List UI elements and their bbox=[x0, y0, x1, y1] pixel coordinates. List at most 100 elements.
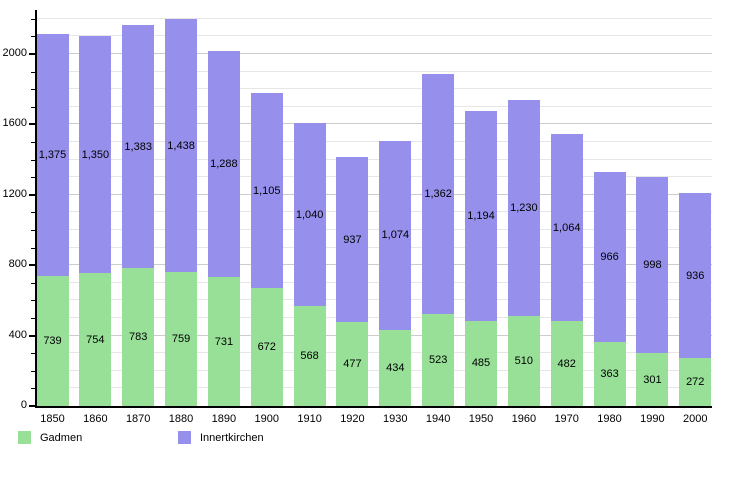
bar-segment-innertkirchen-1980: 966 bbox=[593, 172, 626, 343]
bar-value-label: 363 bbox=[600, 368, 619, 381]
y-axis-minor-tick bbox=[31, 71, 35, 73]
gridline bbox=[37, 35, 712, 37]
gridline bbox=[37, 158, 712, 160]
y-axis-minor-tick bbox=[31, 230, 35, 231]
bar-value-label: 1,230 bbox=[510, 202, 538, 215]
gridline bbox=[37, 334, 712, 336]
bar-value-label: 485 bbox=[471, 357, 491, 370]
bar-value-label: 739 bbox=[43, 334, 62, 347]
gridline bbox=[37, 17, 712, 19]
bar-segment-innertkirchen-1970: 1,064 bbox=[550, 133, 583, 322]
bar-segment-gadmen-1940: 523 bbox=[422, 313, 455, 406]
y-axis-tick bbox=[29, 53, 35, 55]
bar-value-label: 1,350 bbox=[81, 148, 110, 161]
bar-value-label: 1,438 bbox=[167, 139, 195, 152]
bar-segment-gadmen-1870: 783 bbox=[122, 268, 155, 406]
bar-segment-innertkirchen-1850: 1,375 bbox=[36, 33, 69, 276]
bar-segment-gadmen-1920: 477 bbox=[336, 322, 369, 406]
bar-value-label: 523 bbox=[428, 353, 448, 366]
bar-segment-gadmen-1850: 739 bbox=[36, 275, 69, 406]
y-tick-label: 0 bbox=[20, 399, 27, 411]
x-axis-label: 1930 bbox=[383, 413, 408, 425]
bar-segment-innertkirchen-1880: 1,438 bbox=[165, 19, 198, 273]
y-tick-label: 800 bbox=[8, 258, 27, 271]
gridline bbox=[37, 369, 712, 371]
bar-value-label: 759 bbox=[171, 333, 191, 346]
x-axis-label: 1960 bbox=[511, 413, 537, 425]
gridline bbox=[37, 387, 712, 389]
x-axis-label: 1920 bbox=[340, 413, 365, 425]
bar-segment-innertkirchen-1940: 1,362 bbox=[422, 74, 455, 314]
legend-item-gadmen: Gadmen bbox=[18, 431, 82, 444]
bar-segment-gadmen-1970: 482 bbox=[550, 321, 583, 406]
x-axis-label: 1870 bbox=[125, 413, 151, 425]
gridline bbox=[37, 70, 712, 72]
gridline bbox=[37, 53, 712, 54]
bar-segment-gadmen-1960: 510 bbox=[507, 316, 540, 406]
gridline bbox=[37, 105, 712, 107]
bar-value-label: 477 bbox=[343, 358, 362, 371]
bar-value-label: 434 bbox=[386, 361, 405, 374]
y-tick-label: 1200 bbox=[2, 187, 27, 200]
y-axis-minor-tick bbox=[31, 177, 35, 179]
bar-value-label: 998 bbox=[643, 259, 662, 272]
legend-item-innertkirchen: Innertkirchen bbox=[178, 431, 264, 444]
bar-segment-gadmen-1890: 731 bbox=[207, 277, 240, 406]
x-axis-label: 2000 bbox=[683, 413, 708, 425]
bar-segment-innertkirchen-1990: 998 bbox=[636, 177, 669, 354]
y-axis-minor-tick bbox=[31, 142, 35, 143]
legend-label-innertkirchen: Innertkirchen bbox=[200, 431, 264, 444]
bar-segment-innertkirchen-1900: 1,105 bbox=[250, 93, 283, 288]
bar-segment-innertkirchen-1890: 1,288 bbox=[207, 50, 240, 278]
legend-swatch-gadmen bbox=[18, 431, 31, 444]
bar-segment-gadmen-1880: 759 bbox=[165, 272, 198, 406]
x-axis-label: 1900 bbox=[254, 413, 279, 425]
bar-value-label: 1,064 bbox=[552, 221, 581, 234]
y-axis-minor-tick bbox=[31, 247, 35, 249]
bar-value-label: 937 bbox=[343, 233, 362, 246]
x-axis-label: 1860 bbox=[83, 413, 108, 425]
gridline bbox=[37, 299, 712, 301]
gridline bbox=[37, 246, 712, 248]
y-tick-label: 400 bbox=[8, 328, 27, 341]
gridline bbox=[37, 141, 712, 142]
gridline bbox=[37, 88, 712, 90]
bar-value-label: 1,288 bbox=[210, 158, 238, 171]
gridline bbox=[37, 211, 712, 213]
bar-value-label: 1,383 bbox=[124, 140, 152, 153]
x-axis-label: 1890 bbox=[211, 413, 237, 425]
x-axis-label: 1880 bbox=[168, 413, 194, 425]
y-axis-minor-tick bbox=[31, 159, 35, 161]
y-axis-minor-tick bbox=[31, 300, 35, 302]
bar-value-label: 731 bbox=[214, 335, 234, 348]
y-axis-minor-tick bbox=[31, 36, 35, 38]
bar-segment-gadmen-1930: 434 bbox=[379, 329, 412, 406]
bar-segment-innertkirchen-1930: 1,074 bbox=[379, 140, 412, 330]
bar-segment-innertkirchen-1870: 1,383 bbox=[122, 24, 155, 269]
bar-segment-innertkirchen-2000: 936 bbox=[679, 193, 712, 359]
x-axis-label: 1970 bbox=[554, 413, 579, 425]
y-axis-minor-tick bbox=[31, 106, 35, 108]
bar-value-label: 568 bbox=[300, 350, 319, 363]
legend-label-gadmen: Gadmen bbox=[40, 431, 83, 444]
bar-segment-gadmen-1990: 301 bbox=[636, 353, 669, 406]
bar-segment-innertkirchen-1910: 1,040 bbox=[293, 123, 326, 307]
bar-value-label: 1,194 bbox=[467, 209, 495, 222]
bar-value-label: 672 bbox=[257, 340, 276, 353]
bar-segment-innertkirchen-1920: 937 bbox=[336, 157, 369, 323]
bar-value-label: 966 bbox=[600, 251, 619, 264]
y-axis-tick bbox=[29, 405, 35, 407]
bar-segment-gadmen-1900: 672 bbox=[250, 287, 283, 406]
x-axis-label: 1850 bbox=[40, 413, 65, 425]
y-axis-minor-tick bbox=[31, 388, 35, 390]
x-axis-label: 1980 bbox=[597, 413, 622, 425]
bar-segment-gadmen-1950: 485 bbox=[465, 320, 497, 406]
y-axis-tick bbox=[29, 193, 35, 196]
y-tick-label: 1600 bbox=[2, 117, 27, 130]
y-axis-minor-tick bbox=[31, 370, 35, 372]
y-axis-minor-tick bbox=[31, 318, 35, 319]
bar-segment-gadmen-1860: 754 bbox=[79, 273, 112, 406]
x-axis-label: 1950 bbox=[468, 413, 494, 425]
bar-value-label: 482 bbox=[557, 357, 576, 370]
plot-area: 739 1,375 754 1,350 783 1,383 759 1,438 731 1,288… bbox=[35, 10, 712, 408]
